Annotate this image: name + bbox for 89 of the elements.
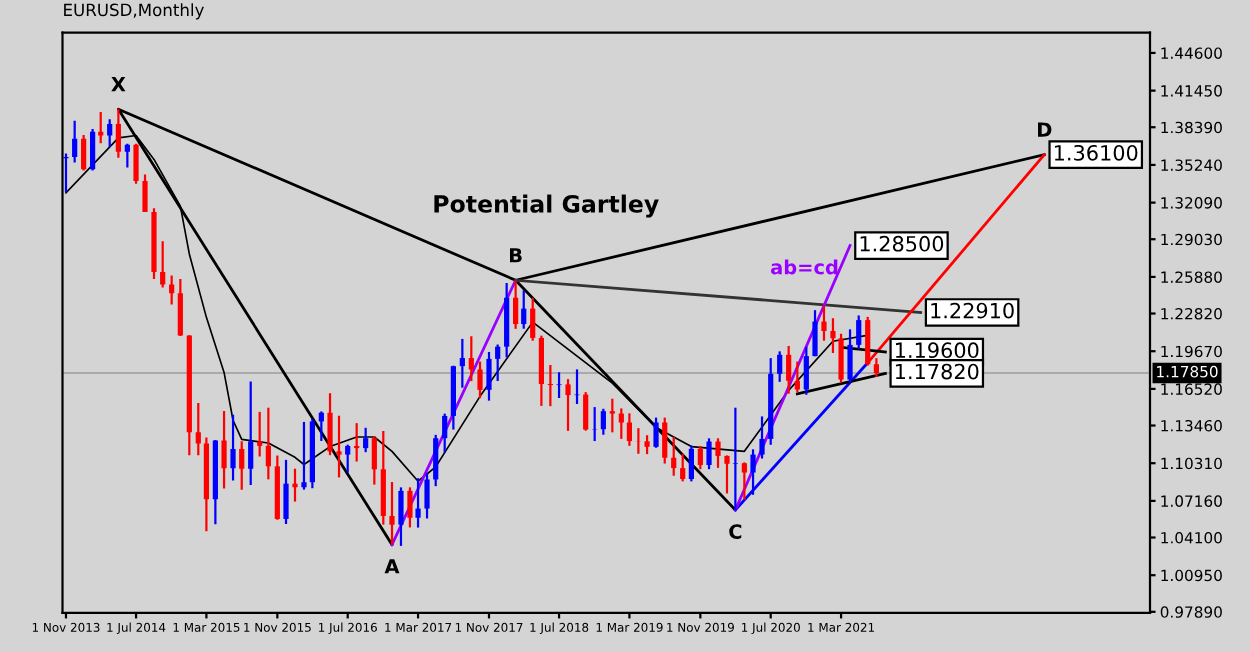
candlestick [354, 422, 360, 463]
annotation: X [111, 77, 126, 92]
candlestick [133, 142, 139, 185]
candlestick [821, 304, 827, 342]
candlestick [794, 360, 800, 394]
candlestick [803, 345, 809, 396]
candlestick [786, 344, 792, 395]
candlestick [177, 277, 183, 338]
candlestick [248, 380, 254, 487]
candlestick [160, 240, 166, 289]
candlestick [530, 296, 536, 342]
data-label: 1.19600 [895, 342, 979, 359]
candlestick [538, 334, 544, 407]
candlestick [257, 410, 263, 458]
candlestick [195, 401, 201, 457]
candlestick [424, 471, 430, 520]
annotation: B [510, 248, 522, 263]
candlestick [565, 377, 571, 433]
candlestick [169, 274, 175, 306]
candlestick [371, 435, 377, 486]
chart-title: EURUSD,Monthly [64, 3, 204, 20]
candlestick [389, 480, 395, 546]
candlestick [345, 443, 351, 474]
candlestick [556, 371, 562, 400]
candlestick [433, 433, 439, 488]
candlestick [777, 350, 783, 383]
candlestick [495, 343, 501, 383]
candlestick [662, 416, 668, 465]
candlestick [626, 412, 633, 447]
candlestick [609, 397, 615, 434]
candlestick [838, 332, 844, 384]
candlestick [856, 314, 862, 351]
candlestick [513, 279, 519, 330]
candlestick [90, 127, 96, 172]
candlestick [265, 406, 271, 481]
candlestick [221, 409, 227, 490]
candlestick [653, 416, 659, 449]
candlestick [812, 309, 818, 358]
annotation: ab=cd [770, 259, 838, 275]
candlestick [72, 119, 78, 164]
candlestick [407, 486, 413, 529]
candlestick [124, 142, 130, 169]
candlestick [671, 435, 677, 477]
data-label: 1.17820 [895, 363, 979, 380]
candlestick [142, 173, 148, 214]
candlestick [468, 335, 474, 383]
candlestick [336, 414, 342, 479]
candlestick [830, 317, 836, 355]
candlestick [283, 458, 289, 526]
candlestick [459, 337, 465, 389]
annotation: D [1038, 122, 1052, 137]
candlestick [442, 412, 448, 454]
candlestick [715, 437, 721, 469]
candlestick [680, 452, 686, 483]
candlestick [583, 391, 589, 432]
candlestick [477, 360, 483, 400]
candlestick [706, 437, 712, 471]
candlestick [107, 118, 113, 149]
candlestick [688, 444, 694, 483]
candlestick [63, 152, 69, 194]
candlestick [98, 110, 104, 145]
candlestick [600, 407, 606, 436]
candlestick [230, 413, 236, 482]
candlestick [618, 407, 624, 441]
candlestick [697, 444, 703, 471]
candlestick [759, 415, 765, 460]
candlestick [486, 350, 492, 402]
candlestick [398, 486, 404, 547]
candlestick [301, 420, 307, 491]
data-label: 1.22910 [931, 302, 1014, 319]
candlestick [741, 461, 747, 501]
candlestick [521, 289, 527, 330]
candlestick [750, 448, 756, 496]
candlestick [327, 392, 333, 457]
candlestick [363, 426, 369, 454]
annotation: A [384, 559, 400, 574]
candlestick [592, 405, 598, 443]
candlestick [292, 467, 298, 503]
candlestick [415, 477, 421, 529]
data-label: 1.28500 [860, 235, 944, 252]
annotation: C [729, 524, 742, 539]
candlestick [380, 429, 386, 526]
candlestick [115, 107, 121, 159]
data-label: 1.36100 [1054, 144, 1138, 161]
candlestick [644, 434, 650, 456]
candlestick [81, 133, 87, 172]
candlestick [724, 454, 730, 495]
candlestick [239, 440, 245, 491]
annotation: Potential Gartley [434, 194, 659, 218]
